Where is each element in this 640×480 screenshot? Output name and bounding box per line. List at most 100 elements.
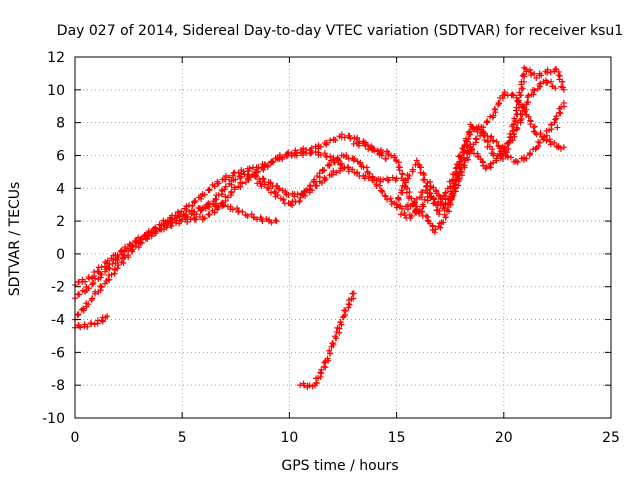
plus-marker — [222, 183, 229, 190]
plus-marker — [168, 222, 175, 229]
plus-marker — [357, 159, 364, 166]
plus-marker — [323, 139, 330, 146]
plus-marker — [426, 189, 433, 196]
plus-marker — [408, 213, 415, 220]
plus-marker — [259, 218, 266, 225]
plus-marker — [235, 208, 242, 215]
plus-marker — [104, 313, 111, 320]
plus-marker — [322, 176, 329, 183]
plus-marker — [192, 216, 199, 223]
plus-marker — [547, 141, 554, 148]
plus-marker — [427, 190, 434, 197]
y-tick-label: 0 — [56, 247, 65, 263]
plus-marker — [334, 154, 341, 161]
plus-marker — [192, 197, 199, 204]
plus-marker — [307, 183, 314, 190]
plus-marker — [376, 182, 383, 189]
plus-marker — [398, 205, 405, 212]
plus-marker — [431, 229, 438, 236]
plus-marker — [419, 189, 426, 196]
plus-marker — [362, 173, 369, 180]
plus-marker — [250, 214, 257, 221]
plus-marker — [351, 155, 358, 162]
plus-marker — [285, 192, 292, 199]
plus-marker — [279, 154, 286, 161]
plus-marker — [447, 195, 454, 202]
plus-marker — [557, 110, 564, 117]
plus-marker — [252, 172, 259, 179]
y-tick-label: 12 — [47, 50, 65, 66]
plus-marker — [237, 175, 244, 182]
plus-marker — [490, 137, 497, 144]
plus-marker — [98, 271, 105, 278]
plus-marker — [380, 176, 387, 183]
plus-marker — [507, 154, 514, 161]
plus-marker — [439, 196, 446, 203]
plus-marker — [384, 177, 391, 184]
plus-marker — [510, 131, 517, 138]
plus-marker — [324, 355, 331, 362]
plus-marker — [397, 211, 404, 218]
plot-frame — [74, 56, 612, 419]
plus-marker — [317, 143, 324, 150]
plus-marker — [402, 176, 409, 183]
plus-marker — [85, 301, 92, 308]
plus-marker — [445, 208, 452, 215]
x-tick-label: 0 — [71, 430, 80, 446]
plus-marker — [313, 182, 320, 189]
plus-marker — [326, 350, 333, 357]
plus-marker — [306, 382, 313, 389]
plus-marker — [554, 124, 561, 131]
plus-marker — [246, 165, 253, 172]
plus-marker — [456, 171, 463, 178]
plus-marker — [490, 150, 497, 157]
plus-marker — [205, 200, 212, 207]
plus-marker — [551, 139, 558, 146]
plus-marker — [89, 295, 96, 302]
plus-marker — [510, 92, 517, 99]
plus-marker — [261, 161, 268, 168]
plus-marker — [282, 188, 289, 195]
plus-marker — [355, 142, 362, 149]
plus-marker — [76, 291, 83, 298]
plus-marker — [317, 151, 324, 158]
plus-marker — [293, 149, 300, 156]
plus-marker — [515, 104, 522, 111]
plus-marker — [473, 125, 480, 132]
plus-marker — [432, 226, 439, 233]
y-tick-label: -4 — [51, 313, 65, 329]
plus-marker — [468, 145, 475, 152]
plus-marker — [480, 132, 487, 139]
plus-marker — [440, 219, 447, 226]
plus-marker — [487, 113, 494, 120]
plus-marker — [80, 305, 87, 312]
plus-marker — [520, 105, 527, 112]
x-tick-label: 10 — [280, 430, 298, 446]
plus-marker — [308, 145, 315, 152]
plus-marker — [269, 159, 276, 166]
plus-marker — [430, 200, 437, 207]
plus-marker — [163, 224, 170, 231]
plus-marker — [460, 154, 467, 161]
plus-marker — [523, 68, 530, 75]
plus-marker — [341, 134, 348, 141]
plus-marker — [104, 257, 111, 264]
plus-marker — [265, 185, 272, 192]
plus-marker — [354, 158, 361, 165]
plus-marker — [442, 190, 449, 197]
plus-marker — [527, 66, 534, 73]
plus-marker — [393, 158, 400, 165]
y-tick-label: -10 — [42, 411, 65, 427]
plus-marker — [206, 211, 213, 218]
plus-marker — [513, 124, 520, 131]
plus-marker — [333, 169, 340, 176]
plus-marker — [481, 137, 488, 144]
plus-marker — [423, 183, 430, 190]
plus-marker — [326, 161, 333, 168]
plus-marker — [441, 211, 448, 218]
plus-marker — [548, 122, 555, 129]
plus-marker — [201, 215, 208, 222]
plus-marker — [162, 219, 169, 226]
plus-marker — [538, 72, 545, 79]
